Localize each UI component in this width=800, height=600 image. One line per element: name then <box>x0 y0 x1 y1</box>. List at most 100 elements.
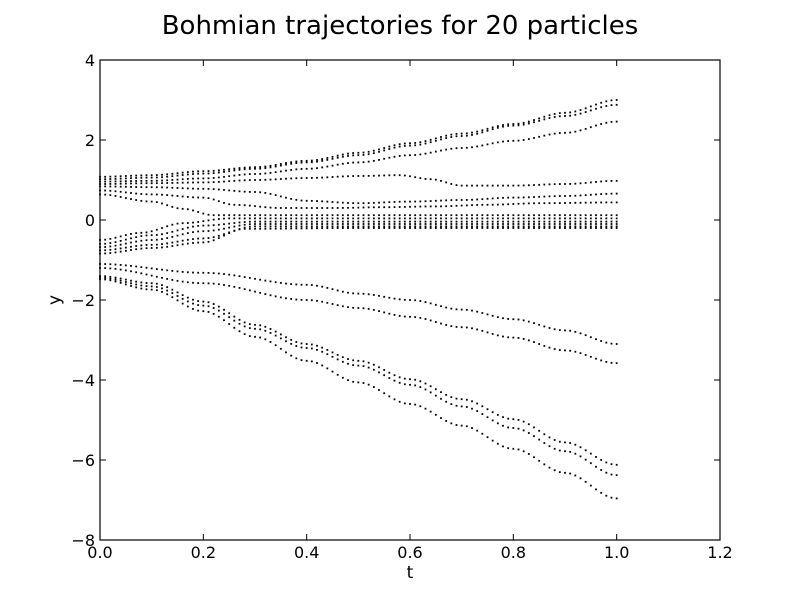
trajectory-point <box>403 220 406 223</box>
trajectory-point <box>119 177 122 180</box>
trajectory-point <box>429 223 432 225</box>
trajectory-point <box>295 225 298 228</box>
trajectory-point <box>166 278 169 280</box>
trajectory-point <box>310 214 313 217</box>
trajectory-point <box>171 270 174 272</box>
trajectory-point <box>316 362 318 364</box>
trajectory-point <box>104 183 107 185</box>
trajectory-point <box>502 140 504 143</box>
trajectory-point <box>357 225 360 228</box>
trajectory-point <box>584 127 587 130</box>
trajectory-point <box>579 477 582 480</box>
trajectory-point <box>574 225 577 228</box>
trajectory-point <box>398 145 401 148</box>
trajectory-point <box>181 207 184 210</box>
trajectory-point <box>409 217 411 220</box>
trajectory-point <box>533 435 535 438</box>
trajectory-point <box>341 201 344 204</box>
trajectory-point <box>290 227 293 230</box>
trajectory-point <box>378 371 380 374</box>
trajectory-point <box>202 310 205 313</box>
trajectory-point <box>176 229 179 232</box>
trajectory-point <box>305 223 308 225</box>
trajectory-point <box>424 140 427 143</box>
trajectory-point <box>481 220 484 223</box>
trajectory-point <box>248 327 251 330</box>
trajectory-point <box>114 276 117 279</box>
trajectory-point <box>538 217 541 220</box>
trajectory-point <box>135 271 138 274</box>
trajectory-point <box>564 195 566 197</box>
trajectory-point <box>455 135 458 138</box>
trajectory-point <box>522 225 525 228</box>
trajectory-point <box>254 173 256 175</box>
trajectory-point <box>295 177 298 180</box>
trajectory-point <box>279 163 282 165</box>
trajectory-point <box>290 161 293 164</box>
trajectory-point <box>285 340 287 343</box>
trajectory-point <box>331 351 334 354</box>
trajectory-point <box>264 192 267 194</box>
trajectory-point <box>409 142 411 145</box>
trajectory-point <box>527 214 530 217</box>
trajectory-point <box>502 317 504 320</box>
trajectory-point <box>486 225 489 228</box>
trajectory-point <box>548 183 551 186</box>
trajectory-point <box>326 176 329 179</box>
trajectory-point <box>543 118 546 121</box>
trajectory-point <box>605 201 608 204</box>
trajectory-point <box>440 214 442 217</box>
trajectory-point <box>507 318 510 320</box>
trajectory-point <box>171 241 174 244</box>
trajectory-point <box>176 172 179 175</box>
trajectory-point <box>491 203 494 206</box>
trajectory-point <box>372 363 375 366</box>
trajectory-point <box>600 214 603 217</box>
trajectory-point <box>605 105 608 107</box>
trajectory-point <box>429 220 432 223</box>
trajectory-point <box>496 217 499 220</box>
trajectory-point <box>171 288 174 291</box>
trajectory-point <box>445 199 448 202</box>
trajectory-point <box>347 162 349 164</box>
trajectory-point <box>362 225 365 228</box>
trajectory-point <box>502 225 504 228</box>
trajectory-point <box>574 110 577 113</box>
trajectory-point <box>321 227 324 230</box>
trajectory-point <box>150 230 153 233</box>
trajectory-point <box>367 160 370 163</box>
trajectory-point <box>197 177 200 180</box>
trajectory-point <box>434 214 437 217</box>
trajectory-point <box>290 220 293 223</box>
trajectory-point <box>398 314 401 317</box>
trajectory-point <box>517 124 520 127</box>
trajectory-point <box>579 201 582 204</box>
trajectory-point <box>548 346 551 349</box>
trajectory-point <box>223 319 225 322</box>
trajectory-point <box>181 270 184 273</box>
trajectory-point <box>398 298 401 301</box>
trajectory-point <box>124 238 127 241</box>
trajectory-point <box>316 176 318 179</box>
trajectory-point <box>135 186 138 188</box>
trajectory-point <box>471 131 473 134</box>
trajectory-point <box>610 104 613 107</box>
trajectory-point <box>279 225 282 228</box>
trajectory-point <box>114 244 117 247</box>
trajectory-point <box>445 223 448 225</box>
trajectory-point <box>595 220 597 223</box>
trajectory-point <box>465 214 468 217</box>
trajectory-point <box>548 217 551 220</box>
trajectory-point <box>362 382 365 384</box>
trajectory-point <box>150 174 153 177</box>
trajectory-point <box>569 225 572 228</box>
trajectory-15 <box>99 275 618 466</box>
trajectory-point <box>223 171 225 173</box>
trajectory-point <box>279 178 282 180</box>
trajectory-point <box>491 225 494 228</box>
trajectory-point <box>367 225 370 228</box>
trajectory-point <box>181 187 184 190</box>
trajectory-point <box>285 162 287 164</box>
trajectory-point <box>600 123 603 125</box>
trajectory-point <box>124 283 127 286</box>
